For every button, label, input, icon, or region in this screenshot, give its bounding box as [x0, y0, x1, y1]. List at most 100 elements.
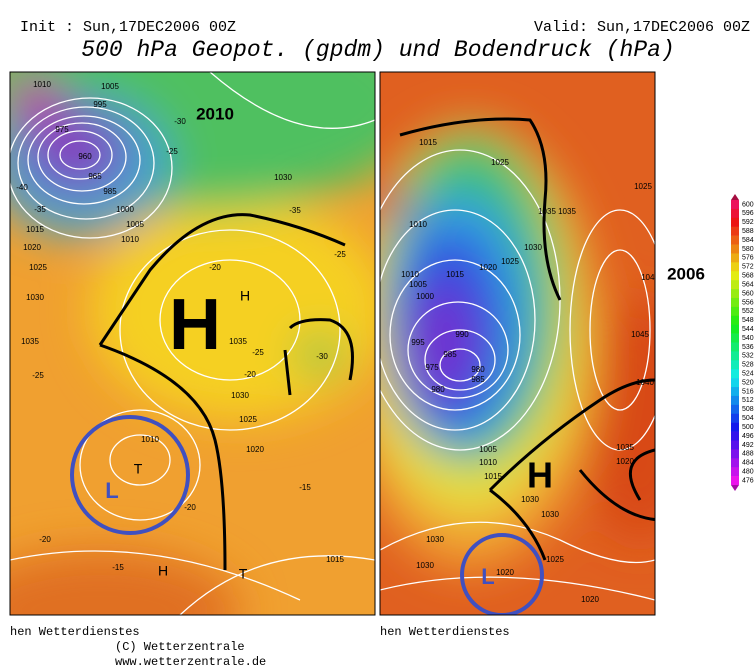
colorbar-label: 588: [742, 228, 754, 235]
colorbar-label: 512: [742, 397, 754, 404]
contour-label: 990: [455, 330, 469, 339]
contour-label: -15: [299, 483, 311, 492]
colorbar-label: 528: [742, 362, 754, 369]
colorbar-cell: [731, 360, 739, 370]
colorbar-cell: [731, 289, 739, 299]
contour-label: 1010: [409, 220, 427, 229]
contour-label: 1020: [496, 568, 514, 577]
pressure-center: L: [105, 478, 118, 503]
contour-label: -25: [252, 348, 264, 357]
colorbar-cell: [731, 253, 739, 263]
colorbar-cell: [731, 449, 739, 459]
contour-label: -30: [174, 117, 186, 126]
contour-label: 1005: [479, 445, 497, 454]
colorbar-label: 500: [742, 424, 754, 431]
colorbar-cell: [731, 378, 739, 388]
colorbar-cap: [731, 485, 739, 491]
contour-label: -25: [32, 371, 44, 380]
colorbar-label: 564: [742, 281, 754, 288]
contour-label: 1020: [616, 457, 634, 466]
pressure-center: H: [527, 455, 553, 496]
colorbar-cell: [731, 467, 739, 477]
contour-label: 1030: [426, 535, 444, 544]
contour-label: 1030: [541, 510, 559, 519]
map-title: 500 hPa Geopot. (gpdm) und Bodendruck (h…: [81, 37, 675, 63]
contour-label: 1040: [636, 378, 654, 387]
colorbar-label: 508: [742, 406, 754, 413]
colorbar-cell: [731, 404, 739, 415]
colorbar-cell: [731, 387, 739, 397]
colorbar-cell: [731, 271, 739, 281]
contour-label: 1025: [501, 257, 519, 266]
contour-label: 1015: [484, 472, 502, 481]
contour-label: 1015: [326, 555, 344, 564]
contour-label: 1030: [524, 243, 542, 252]
colorbar-cell: [731, 422, 739, 432]
year-label: 2006: [667, 264, 705, 283]
colorbar-label: 600: [742, 201, 754, 208]
contour-label: -15: [112, 563, 124, 572]
colorbar-label: 572: [742, 264, 754, 271]
contour-label: 1030: [231, 391, 249, 400]
contour-label: -25: [334, 250, 346, 259]
colorbar-cell: [731, 324, 739, 334]
colorbar-label: 516: [742, 388, 754, 395]
contour-label: 1010: [141, 435, 159, 444]
contour-label: 1010: [33, 80, 51, 89]
contour-label: 1045: [631, 330, 649, 339]
contour-label: 1005: [101, 82, 119, 91]
contour-label: 980: [471, 365, 485, 374]
colorbar-label: 592: [742, 219, 754, 226]
contour-label: 1005: [409, 280, 427, 289]
pressure-center: L: [481, 564, 494, 589]
contour-label: 1010: [401, 270, 419, 279]
colorbar-cell: [731, 351, 739, 361]
contour-label: 1020: [23, 243, 41, 252]
colorbar-cell: [731, 476, 739, 486]
colorbar-label: 488: [742, 451, 754, 458]
colorbar-label: 568: [742, 273, 754, 280]
colorbar-label: 548: [742, 317, 754, 324]
contour-label: 1035: [558, 207, 576, 216]
contour-label: 1025: [29, 263, 47, 272]
colorbar-label: 552: [742, 308, 754, 315]
pressure-center: H: [158, 563, 168, 579]
contour-label: 1015: [26, 225, 44, 234]
credit: hen Wetterdienstes: [10, 625, 140, 639]
colorbar-cell: [731, 342, 739, 352]
contour-label: 1025: [491, 158, 509, 167]
contour-label: 1010: [121, 235, 139, 244]
contour-label: 1025: [546, 555, 564, 564]
contour-label: 1040: [641, 273, 659, 282]
contour-label: 1030: [416, 561, 434, 570]
colorbar-label: 496: [742, 433, 754, 440]
contour-label: 1015: [446, 270, 464, 279]
colorbar-label: 540: [742, 335, 754, 342]
contour-label: 1010: [479, 458, 497, 467]
colorbar-label: 476: [742, 477, 754, 484]
colorbar-label: 492: [742, 442, 754, 449]
colorbar-cell: [731, 235, 739, 245]
contour-label: -35: [289, 206, 301, 215]
colorbar-cell: [731, 413, 739, 423]
colorbar-label: 484: [742, 460, 754, 467]
year-label: 2010: [196, 104, 234, 123]
colorbar-cell: [731, 208, 739, 219]
colorbar-label: 504: [742, 415, 754, 422]
credit: hen Wetterdienstes: [380, 625, 510, 639]
contour-label: 1015: [419, 138, 437, 147]
colorbar-label: 580: [742, 246, 754, 253]
valid-time: Valid: Sun,17DEC2006 00Z: [534, 19, 750, 36]
contour-label: 1000: [416, 292, 434, 301]
copyright: (C) Wetterzentrale: [115, 640, 245, 654]
contour-label: 1020: [581, 595, 599, 604]
contour-label: 985: [103, 187, 117, 196]
colorbar-cell: [731, 200, 739, 210]
contour-label: 975: [425, 363, 439, 372]
contour-label: 1025: [634, 182, 652, 191]
contour-label: -30: [316, 352, 328, 361]
contour-label: -40: [16, 183, 28, 192]
colorbar-cell: [731, 280, 739, 290]
